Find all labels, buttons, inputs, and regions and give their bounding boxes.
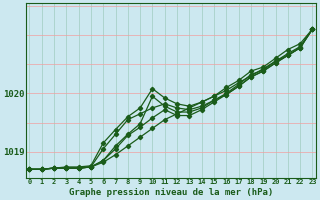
X-axis label: Graphe pression niveau de la mer (hPa): Graphe pression niveau de la mer (hPa) [69, 188, 273, 197]
